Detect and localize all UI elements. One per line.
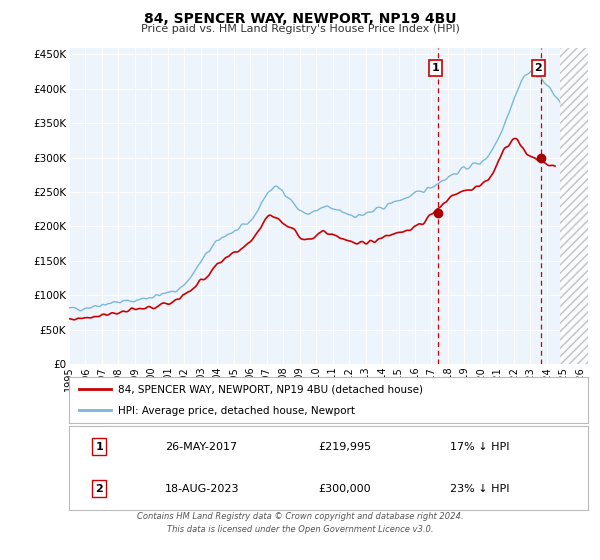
Text: HPI: Average price, detached house, Newport: HPI: Average price, detached house, Newp…	[118, 406, 355, 416]
Text: Contains HM Land Registry data © Crown copyright and database right 2024.
This d: Contains HM Land Registry data © Crown c…	[137, 512, 463, 534]
Text: 2: 2	[95, 484, 103, 493]
Text: 17% ↓ HPI: 17% ↓ HPI	[451, 442, 510, 451]
Text: 84, SPENCER WAY, NEWPORT, NP19 4BU (detached house): 84, SPENCER WAY, NEWPORT, NP19 4BU (deta…	[118, 385, 424, 395]
Text: 1: 1	[432, 63, 439, 73]
Text: 23% ↓ HPI: 23% ↓ HPI	[451, 484, 510, 493]
Text: £219,995: £219,995	[318, 442, 371, 451]
Text: 18-AUG-2023: 18-AUG-2023	[165, 484, 239, 493]
Text: 84, SPENCER WAY, NEWPORT, NP19 4BU: 84, SPENCER WAY, NEWPORT, NP19 4BU	[144, 12, 456, 26]
Text: Price paid vs. HM Land Registry's House Price Index (HPI): Price paid vs. HM Land Registry's House …	[140, 24, 460, 34]
Text: 26-MAY-2017: 26-MAY-2017	[165, 442, 237, 451]
Text: 2: 2	[535, 63, 542, 73]
Bar	[560, 48, 588, 364]
Text: £300,000: £300,000	[318, 484, 371, 493]
Text: 1: 1	[95, 442, 103, 451]
